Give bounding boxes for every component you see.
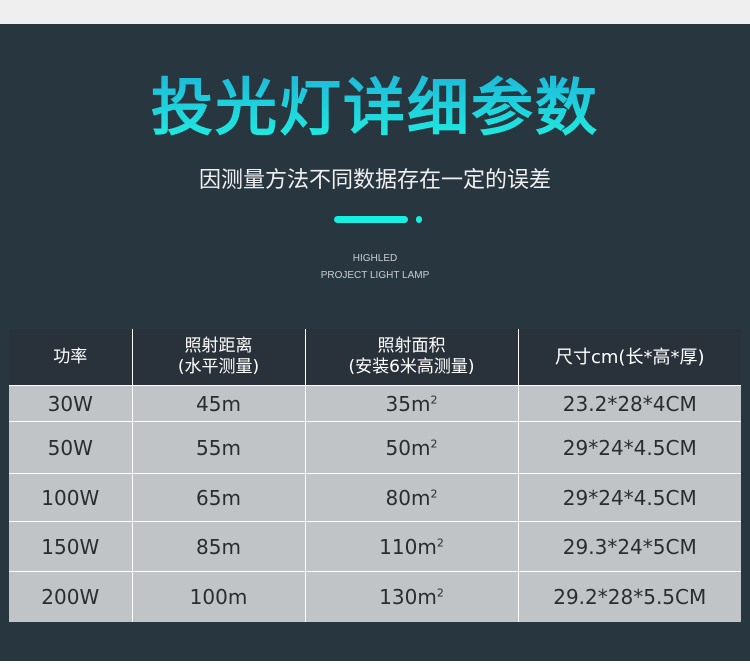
cell-area: 110m2 xyxy=(304,521,518,572)
header-sublabel: (安装6米高测量) xyxy=(348,357,475,377)
cell-area: 35m2 xyxy=(304,385,518,422)
cell-area: 50m2 xyxy=(304,421,518,474)
header-size: 尺寸cm(长*高*厚) xyxy=(517,329,741,386)
accent-bar xyxy=(334,216,408,223)
header-sublabel: (水平测量) xyxy=(177,357,260,377)
area-value: 110m xyxy=(379,534,437,559)
cell-distance: 65m xyxy=(131,473,305,522)
cell-distance: 85m xyxy=(131,521,305,572)
brand-line: HIGHLED xyxy=(352,253,398,264)
cell-power: 150W xyxy=(9,521,132,572)
header-label: 照射距离 xyxy=(184,336,253,356)
table-row: 100W 65m 80m2 29*24*4.5CM xyxy=(9,473,741,522)
cell-size: 29*24*4.5CM xyxy=(517,473,741,522)
cell-power: 200W xyxy=(9,571,132,622)
area-unit-superscript: 2 xyxy=(430,392,438,406)
header-label: 尺寸cm(长*高*厚) xyxy=(555,346,705,368)
area-unit-superscript: 2 xyxy=(436,535,444,549)
table-row: 200W 100m 130m2 29.2*28*5.5CM xyxy=(9,571,741,622)
cell-power: 30W xyxy=(9,385,132,422)
cell-power: 50W xyxy=(9,421,132,474)
cell-distance: 45m xyxy=(131,385,305,422)
cell-power: 100W xyxy=(9,473,132,522)
cell-size: 29.3*24*5CM xyxy=(517,521,741,572)
header-area: 照射面积 (安装6米高测量) xyxy=(304,329,518,386)
cell-area: 130m2 xyxy=(304,571,518,622)
top-strip xyxy=(0,0,750,24)
area-unit-superscript: 2 xyxy=(436,586,444,600)
table-header-row: 功率 照射距离 (水平测量) 照射面积 (安装6米高测量) 尺寸cm(长*高*厚) xyxy=(9,329,741,386)
area-value: 130m xyxy=(379,584,437,609)
cell-size: 29*24*4.5CM xyxy=(517,421,741,474)
area-value: 80m xyxy=(385,485,431,510)
cell-area: 80m2 xyxy=(304,473,518,522)
area-unit-superscript: 2 xyxy=(430,436,438,450)
area-unit-superscript: 2 xyxy=(430,486,438,500)
table-row: 30W 45m 35m2 23.2*28*4CM xyxy=(9,385,741,422)
table-row: 150W 85m 110m2 29.3*24*5CM xyxy=(9,521,741,572)
area-value: 50m xyxy=(385,435,431,460)
spec-table: 功率 照射距离 (水平测量) 照射面积 (安装6米高测量) 尺寸cm(长*高*厚) … xyxy=(9,329,741,622)
header-label: 功率 xyxy=(53,346,88,367)
header-distance: 照射距离 (水平测量) xyxy=(131,329,305,386)
cell-size: 29.2*28*5.5CM xyxy=(517,571,741,622)
subtitle: 因测量方法不同数据存在一定的误差 xyxy=(198,168,551,193)
cell-distance: 100m xyxy=(131,571,305,622)
cell-size: 23.2*28*4CM xyxy=(517,385,741,422)
header-label: 照射面积 xyxy=(377,336,446,356)
cell-distance: 55m xyxy=(131,421,305,474)
accent-dot xyxy=(416,216,422,223)
page-title: 投光灯详细参数 xyxy=(0,70,750,146)
header-power: 功率 xyxy=(9,329,132,386)
area-value: 35m xyxy=(385,391,431,416)
table-row: 50W 55m 50m2 29*24*4.5CM xyxy=(9,421,741,474)
product-line: PROJECT LIGHT LAMP xyxy=(320,270,430,281)
